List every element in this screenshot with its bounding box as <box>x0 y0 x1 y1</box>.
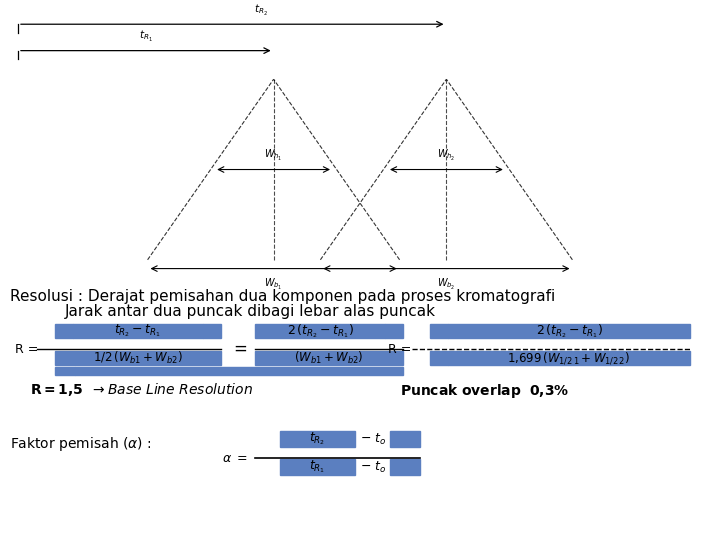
Text: $W_{b_2}$: $W_{b_2}$ <box>437 278 456 293</box>
Text: Jarak antar dua puncak dibagi lebar alas puncak: Jarak antar dua puncak dibagi lebar alas… <box>65 304 436 319</box>
FancyBboxPatch shape <box>448 324 690 338</box>
FancyBboxPatch shape <box>390 459 420 475</box>
Text: Resolusi : Derajat pemisahan dua komponen pada proses kromatografi: Resolusi : Derajat pemisahan dua kompone… <box>10 289 555 304</box>
Text: Faktor pemisah ($\alpha$) :: Faktor pemisah ($\alpha$) : <box>10 435 152 453</box>
Text: $\mathbf{Puncak\ overlap\ \ 0{,}3\%}$: $\mathbf{Puncak\ overlap\ \ 0{,}3\%}$ <box>400 382 570 400</box>
Text: $\alpha\ =$: $\alpha\ =$ <box>222 451 248 464</box>
Text: $(W_{b1}+W_{b2})$: $(W_{b1}+W_{b2})$ <box>294 350 364 366</box>
Text: $\rightarrow$: $\rightarrow$ <box>90 382 106 396</box>
FancyBboxPatch shape <box>55 351 221 365</box>
Text: $W_{h_1}$: $W_{h_1}$ <box>264 148 283 163</box>
Text: $W_{h_2}$: $W_{h_2}$ <box>437 148 456 163</box>
FancyBboxPatch shape <box>448 351 690 365</box>
FancyBboxPatch shape <box>430 324 448 338</box>
FancyBboxPatch shape <box>75 367 403 375</box>
Text: $-\ t_o$: $-\ t_o$ <box>360 460 387 475</box>
FancyBboxPatch shape <box>73 324 203 338</box>
Text: $2\,(t_{R_2}-t_{R_1})$: $2\,(t_{R_2}-t_{R_1})$ <box>287 322 354 340</box>
FancyBboxPatch shape <box>55 367 75 375</box>
FancyBboxPatch shape <box>390 431 420 447</box>
Text: $t_{R_1}$: $t_{R_1}$ <box>139 29 153 44</box>
Text: $1{,}699\,(W_{1/2\,1}+W_{1/2\,2})$: $1{,}699\,(W_{1/2\,1}+W_{1/2\,2})$ <box>508 350 631 366</box>
Text: $\mathbf{R = 1{,}5}$: $\mathbf{R = 1{,}5}$ <box>30 382 84 398</box>
Text: R =: R = <box>388 343 415 356</box>
Text: $-\ t_o$: $-\ t_o$ <box>360 431 387 447</box>
Text: $1/2\,(W_{b1}+W_{b2})$: $1/2\,(W_{b1}+W_{b2})$ <box>93 350 183 366</box>
FancyBboxPatch shape <box>55 324 73 338</box>
FancyBboxPatch shape <box>255 351 403 365</box>
Text: $t_{R_1}$: $t_{R_1}$ <box>310 459 325 475</box>
Text: $\mathit{Base\ Line\ Resolution}$: $\mathit{Base\ Line\ Resolution}$ <box>107 382 253 397</box>
Text: $t_{R_2}-t_{R_1}$: $t_{R_2}-t_{R_1}$ <box>114 323 161 340</box>
Text: =: = <box>233 340 247 358</box>
FancyBboxPatch shape <box>430 351 448 365</box>
FancyBboxPatch shape <box>385 324 403 338</box>
FancyBboxPatch shape <box>255 324 385 338</box>
Text: R =: R = <box>15 343 42 356</box>
FancyBboxPatch shape <box>280 459 355 475</box>
Text: $t_{R_2}$: $t_{R_2}$ <box>254 3 268 18</box>
FancyBboxPatch shape <box>280 431 355 447</box>
FancyBboxPatch shape <box>203 324 221 338</box>
Text: $W_{b_1}$: $W_{b_1}$ <box>264 278 283 293</box>
Text: $t_{R_2}$: $t_{R_2}$ <box>310 431 325 447</box>
Text: $2\,(t_{R_2}-t_{R_1})$: $2\,(t_{R_2}-t_{R_1})$ <box>536 322 603 340</box>
